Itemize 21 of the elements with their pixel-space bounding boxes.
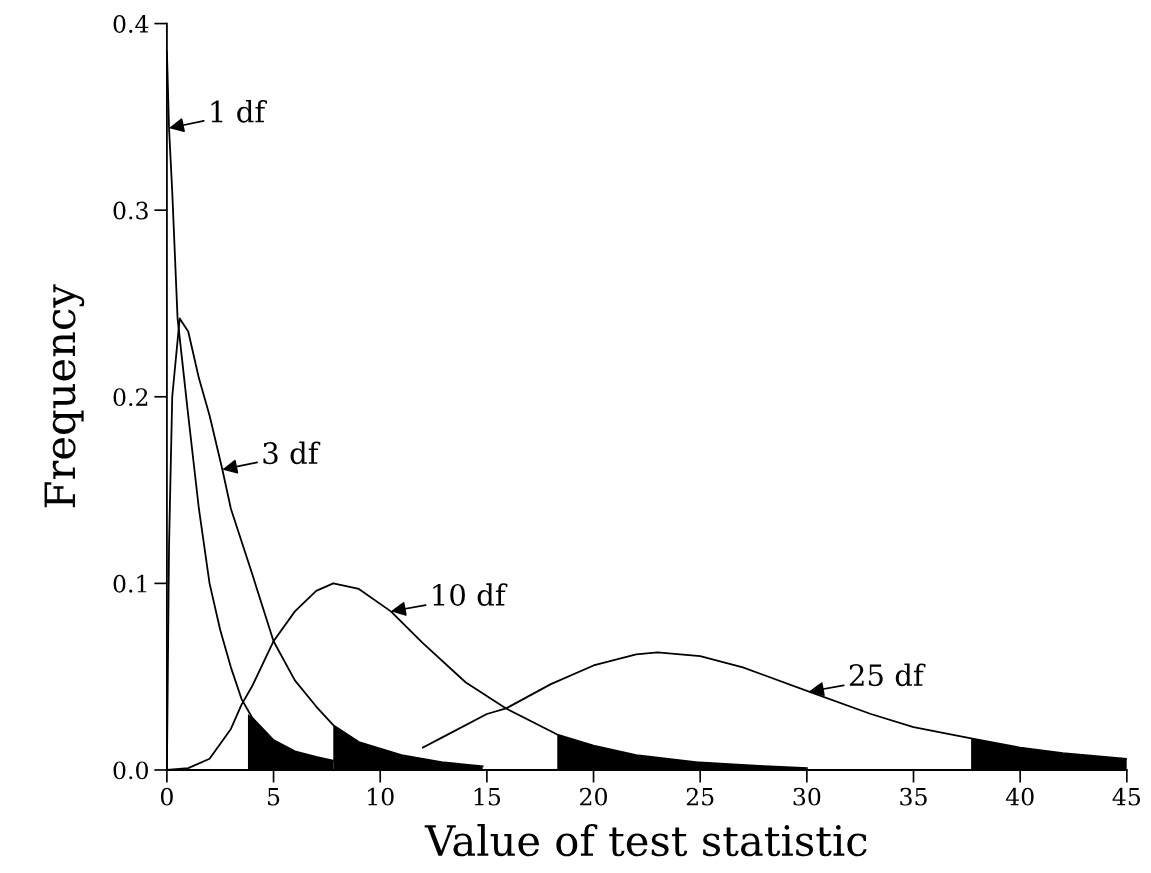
annotation: 10 df xyxy=(433,583,508,606)
x-tick-label: 35 xyxy=(900,787,927,806)
annotation: 1 df xyxy=(211,100,267,123)
y-axis-title: Frequency xyxy=(44,284,85,508)
y-tick-label: 0.1 xyxy=(113,574,147,593)
x-axis-title: Value of test statistic xyxy=(424,824,867,857)
y-tick-label: 0.0 xyxy=(113,761,148,780)
x-tick-label: 20 xyxy=(580,787,607,806)
x-tick-label: 10 xyxy=(368,787,394,806)
x-tick-label: 45 xyxy=(1112,787,1141,806)
x-tick-label: 0 xyxy=(160,787,173,806)
annotation: 3 df xyxy=(263,441,321,465)
annotation: 25 df xyxy=(849,663,926,687)
x-tick-label: 25 xyxy=(686,787,714,806)
y-tick-label: 0.4 xyxy=(113,15,149,33)
x-tick-label: 5 xyxy=(268,788,280,806)
y-tick-label: 0.2 xyxy=(113,388,148,407)
y-tick-label: 0.3 xyxy=(113,201,148,220)
x-tick-label: 40 xyxy=(1005,787,1034,806)
x-tick-label: 15 xyxy=(474,787,501,806)
x-tick-label: 30 xyxy=(793,787,821,806)
